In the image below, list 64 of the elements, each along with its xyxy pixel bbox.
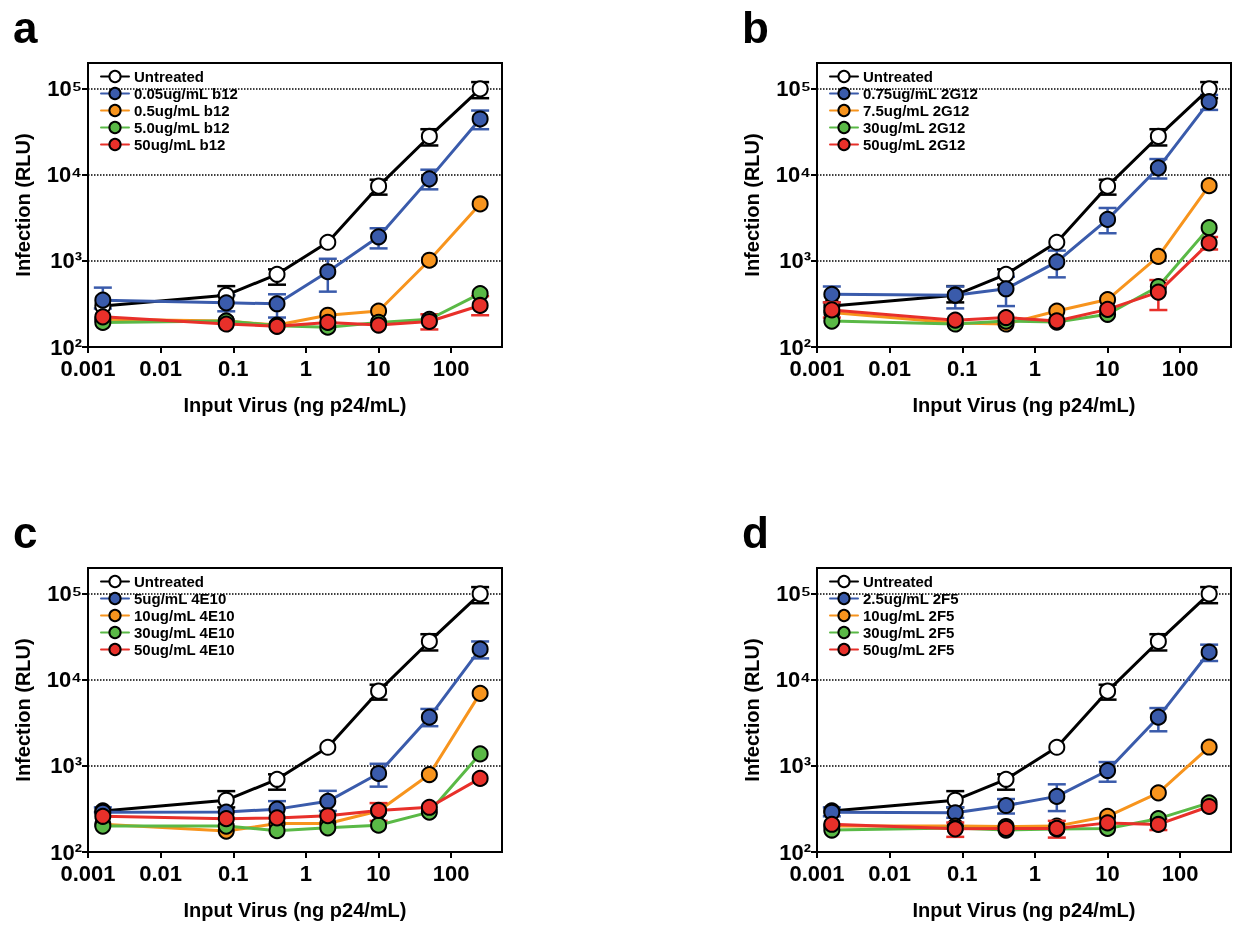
x-tick-label: 100 (432, 860, 470, 886)
x-tick-label: 0.01 (868, 355, 912, 381)
x-tick-label: 100 (1161, 860, 1199, 886)
y-tick-label: 10⁴ (46, 162, 82, 188)
legend-label: Untreated (863, 573, 934, 590)
legend-label: Untreated (134, 573, 205, 590)
x-axis-title: Input Virus (ng p24/mL) (183, 394, 407, 416)
x-tick-label: 10 (1095, 860, 1120, 886)
legend-label: Untreated (863, 68, 934, 85)
y-tick-label: 10⁵ (776, 581, 811, 607)
x-tick-label: 0.1 (217, 355, 249, 381)
y-tick-label: 10³ (50, 248, 82, 274)
x-axis-title: Input Virus (ng p24/mL) (912, 394, 1136, 416)
y-axis-title: Infection (RLU) (12, 133, 34, 277)
legend-label: 50ug/mL b12 (134, 136, 226, 153)
x-tick-label: 10 (366, 860, 391, 886)
y-axis-title: Infection (RLU) (741, 638, 763, 782)
legend-label: 30ug/mL 2G12 (863, 119, 966, 136)
y-tick-label: 10⁵ (47, 581, 82, 607)
x-tick-label: 1 (299, 860, 313, 886)
legend-label: 30ug/mL 4E10 (134, 624, 235, 641)
legend-label: 50ug/mL 2G12 (863, 136, 966, 153)
y-tick-label: 10³ (779, 248, 811, 274)
x-tick-label: 0.1 (946, 355, 978, 381)
x-tick-label: 100 (432, 355, 470, 381)
chart-title: b (742, 2, 769, 52)
x-axis-title: Input Virus (ng p24/mL) (183, 899, 407, 921)
x-tick-label: 0.01 (868, 860, 912, 886)
x-tick-label: 10 (1095, 355, 1120, 381)
y-tick-label: 10⁴ (775, 667, 811, 693)
y-tick-label: 10³ (50, 753, 82, 779)
x-tick-label: 0.1 (946, 860, 978, 886)
x-axis-title: Input Virus (ng p24/mL) (912, 899, 1136, 921)
y-tick-label: 10³ (779, 753, 811, 779)
y-tick-label: 10⁵ (776, 76, 811, 102)
y-tick-label: 10⁴ (775, 162, 811, 188)
legend-label: 0.5ug/mL b12 (134, 102, 230, 119)
x-tick-label: 0.1 (217, 860, 249, 886)
legend-label: 30ug/mL 2F5 (863, 624, 955, 641)
legend-label: 10ug/mL 4E10 (134, 607, 235, 624)
y-axis-title: Infection (RLU) (741, 133, 763, 277)
y-tick-label: 10⁵ (47, 76, 82, 102)
legend-label: 5.0ug/mL b12 (134, 119, 230, 136)
chart-title: c (13, 507, 38, 557)
legend-label: Untreated (134, 68, 205, 85)
chart-title: a (13, 2, 38, 52)
y-axis-title: Infection (RLU) (12, 638, 34, 782)
legend-label: 50ug/mL 4E10 (134, 641, 235, 658)
x-tick-label: 100 (1161, 355, 1199, 381)
legend-label: 7.5ug/mL 2G12 (863, 102, 970, 119)
y-tick-label: 10⁴ (46, 667, 82, 693)
legend-label: 0.05ug/mL b12 (134, 85, 238, 102)
x-tick-label: 0.01 (139, 860, 183, 886)
x-tick-label: 1 (1028, 355, 1042, 381)
legend-label: 5ug/mL 4E10 (134, 590, 227, 607)
legend-label: 2.5ug/mL 2F5 (863, 590, 959, 607)
x-tick-label: 10 (366, 355, 391, 381)
legend-label: 50ug/mL 2F5 (863, 641, 955, 658)
x-tick-label: 1 (299, 355, 313, 381)
legend-label: 10ug/mL 2F5 (863, 607, 955, 624)
legend-label: 0.75ug/mL 2G12 (863, 85, 978, 102)
x-tick-label: 1 (1028, 860, 1042, 886)
x-tick-label: 0.01 (139, 355, 183, 381)
chart-title: d (742, 507, 769, 557)
